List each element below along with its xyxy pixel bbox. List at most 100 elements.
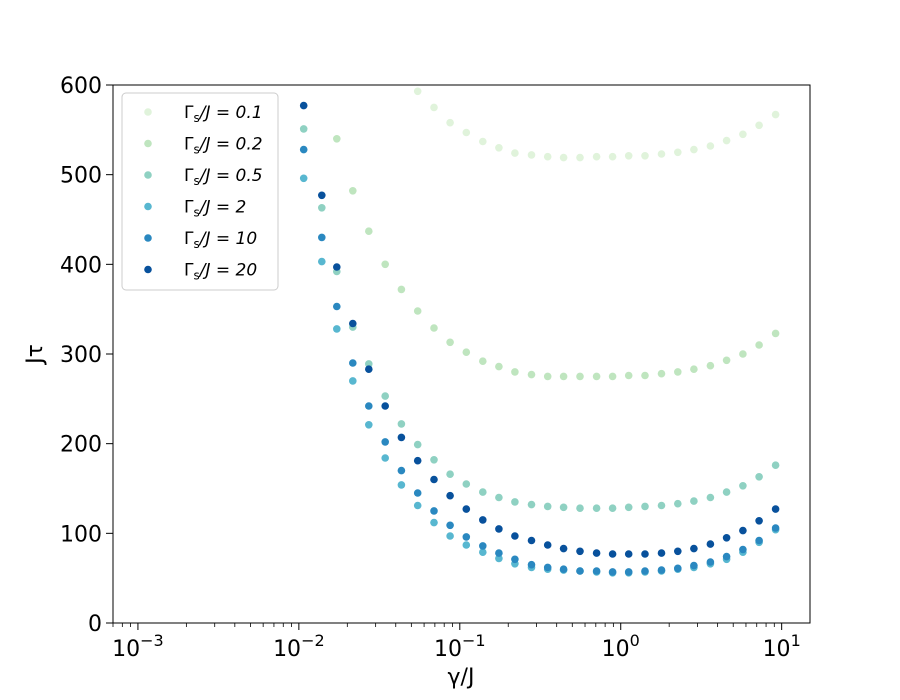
series-1-point [462, 348, 471, 357]
series-2-point [641, 502, 649, 511]
series-4-point [511, 555, 519, 564]
series-5-point [527, 536, 536, 545]
series-3-point [381, 454, 390, 462]
series-4-point [333, 302, 341, 311]
x-tick-label: 10−1 [434, 631, 486, 662]
series-5-point [543, 541, 552, 549]
series-2-point [706, 493, 715, 502]
series-1-point [333, 135, 341, 143]
series-1-point [674, 368, 682, 376]
series-4-point [318, 233, 326, 242]
x-tick-label: 100 [602, 631, 640, 662]
series-1-point [608, 372, 617, 381]
series-1-point [592, 372, 601, 381]
series-5-point [739, 526, 747, 535]
series-5-point [333, 263, 341, 271]
x-axis-ticks: 10−3 10−2 10−1 100 101 [112, 623, 801, 662]
series-4-point [543, 563, 552, 572]
y-tick-label: 500 [60, 164, 102, 189]
series-4-point [771, 524, 780, 532]
series-1-point [365, 227, 373, 235]
legend-label: Γs/J = 0.2 [184, 135, 263, 157]
series-5-point [674, 547, 682, 556]
series-2-point [397, 420, 406, 428]
series-0-point [479, 137, 487, 146]
series-5-point [479, 516, 487, 524]
series-2-point [592, 504, 601, 512]
series-3-point [430, 518, 438, 527]
series-1-point [576, 372, 584, 381]
x-tick-label: 10−3 [112, 631, 164, 662]
series-4-point [690, 561, 698, 570]
series-0-point [739, 130, 747, 139]
series-1-point [495, 362, 503, 371]
y-tick-label: 300 [60, 343, 102, 368]
series-5-point [559, 544, 568, 553]
series-1-point [527, 370, 536, 379]
legend-marker [144, 139, 152, 148]
series-4-point [592, 567, 601, 575]
series-4-point [755, 536, 763, 545]
series-2-point [430, 456, 438, 464]
series-3-point [318, 257, 326, 266]
series-4-point [365, 402, 373, 410]
series-2-point [771, 461, 780, 470]
series-2-point [381, 392, 390, 400]
legend-label: Γs/J = 0.1 [184, 103, 263, 125]
series-5-point [381, 402, 390, 410]
legend-marker [144, 171, 152, 179]
series-4-point [641, 567, 649, 575]
series-2-point [559, 503, 568, 512]
y-axis-ticks: 0 100 200 300 400 500 600 [60, 74, 113, 637]
series-2-point [318, 204, 326, 212]
series-0-point [527, 151, 536, 159]
series-3-point [365, 421, 373, 429]
legend-marker [144, 108, 152, 116]
series-2-point [657, 501, 666, 510]
series-2-point [527, 500, 536, 509]
legend-marker [144, 202, 152, 211]
legend: Γs/J = 0.1 Γs/J = 0.2 Γs/J = 0.5 Γs/J = 2 Γs… [121, 92, 279, 291]
series-4-point [381, 438, 390, 446]
series-0-point [495, 144, 503, 152]
series-1-point [690, 365, 698, 374]
series-5-point [722, 534, 731, 542]
series-3-point [299, 174, 308, 183]
series-5-point [624, 550, 633, 558]
series-1-point [559, 372, 568, 381]
series-5-point [511, 532, 519, 540]
series-1-point [413, 307, 422, 315]
series-0-point [722, 136, 731, 145]
series-0-point [446, 118, 454, 127]
series-2-point [413, 440, 422, 449]
series-5-point [592, 549, 601, 557]
legend-label: Γs/J = 10 [184, 229, 257, 251]
series-3-point [413, 501, 422, 510]
series-1-point [739, 350, 747, 358]
series-1-point [430, 324, 438, 332]
series-1-point [657, 369, 666, 378]
series-2-point [446, 470, 454, 479]
series-5-point [413, 456, 422, 465]
series-4-point [674, 564, 682, 573]
series-5-point [657, 549, 666, 557]
series-5-point [430, 475, 438, 484]
legend-label: Γs/J = 2 [184, 198, 246, 220]
legend-label: Γs/J = 20 [184, 261, 257, 283]
series-1-point [511, 368, 519, 376]
y-tick-label: 0 [88, 612, 102, 637]
series-0-point [706, 142, 715, 150]
series-0-point [543, 152, 552, 161]
x-axis-title: γ/J [448, 665, 475, 690]
series-0-point [690, 145, 698, 154]
x-tick-label: 101 [763, 631, 801, 662]
series-4-point [657, 566, 666, 574]
series-1-point [349, 187, 357, 195]
series-0-point [641, 152, 649, 160]
series-0-point [511, 149, 519, 157]
series-4-point [608, 568, 617, 576]
series-2-point [722, 488, 731, 496]
series-3-point [349, 377, 357, 385]
series-4-point [624, 568, 633, 576]
series-2-point [543, 502, 552, 511]
